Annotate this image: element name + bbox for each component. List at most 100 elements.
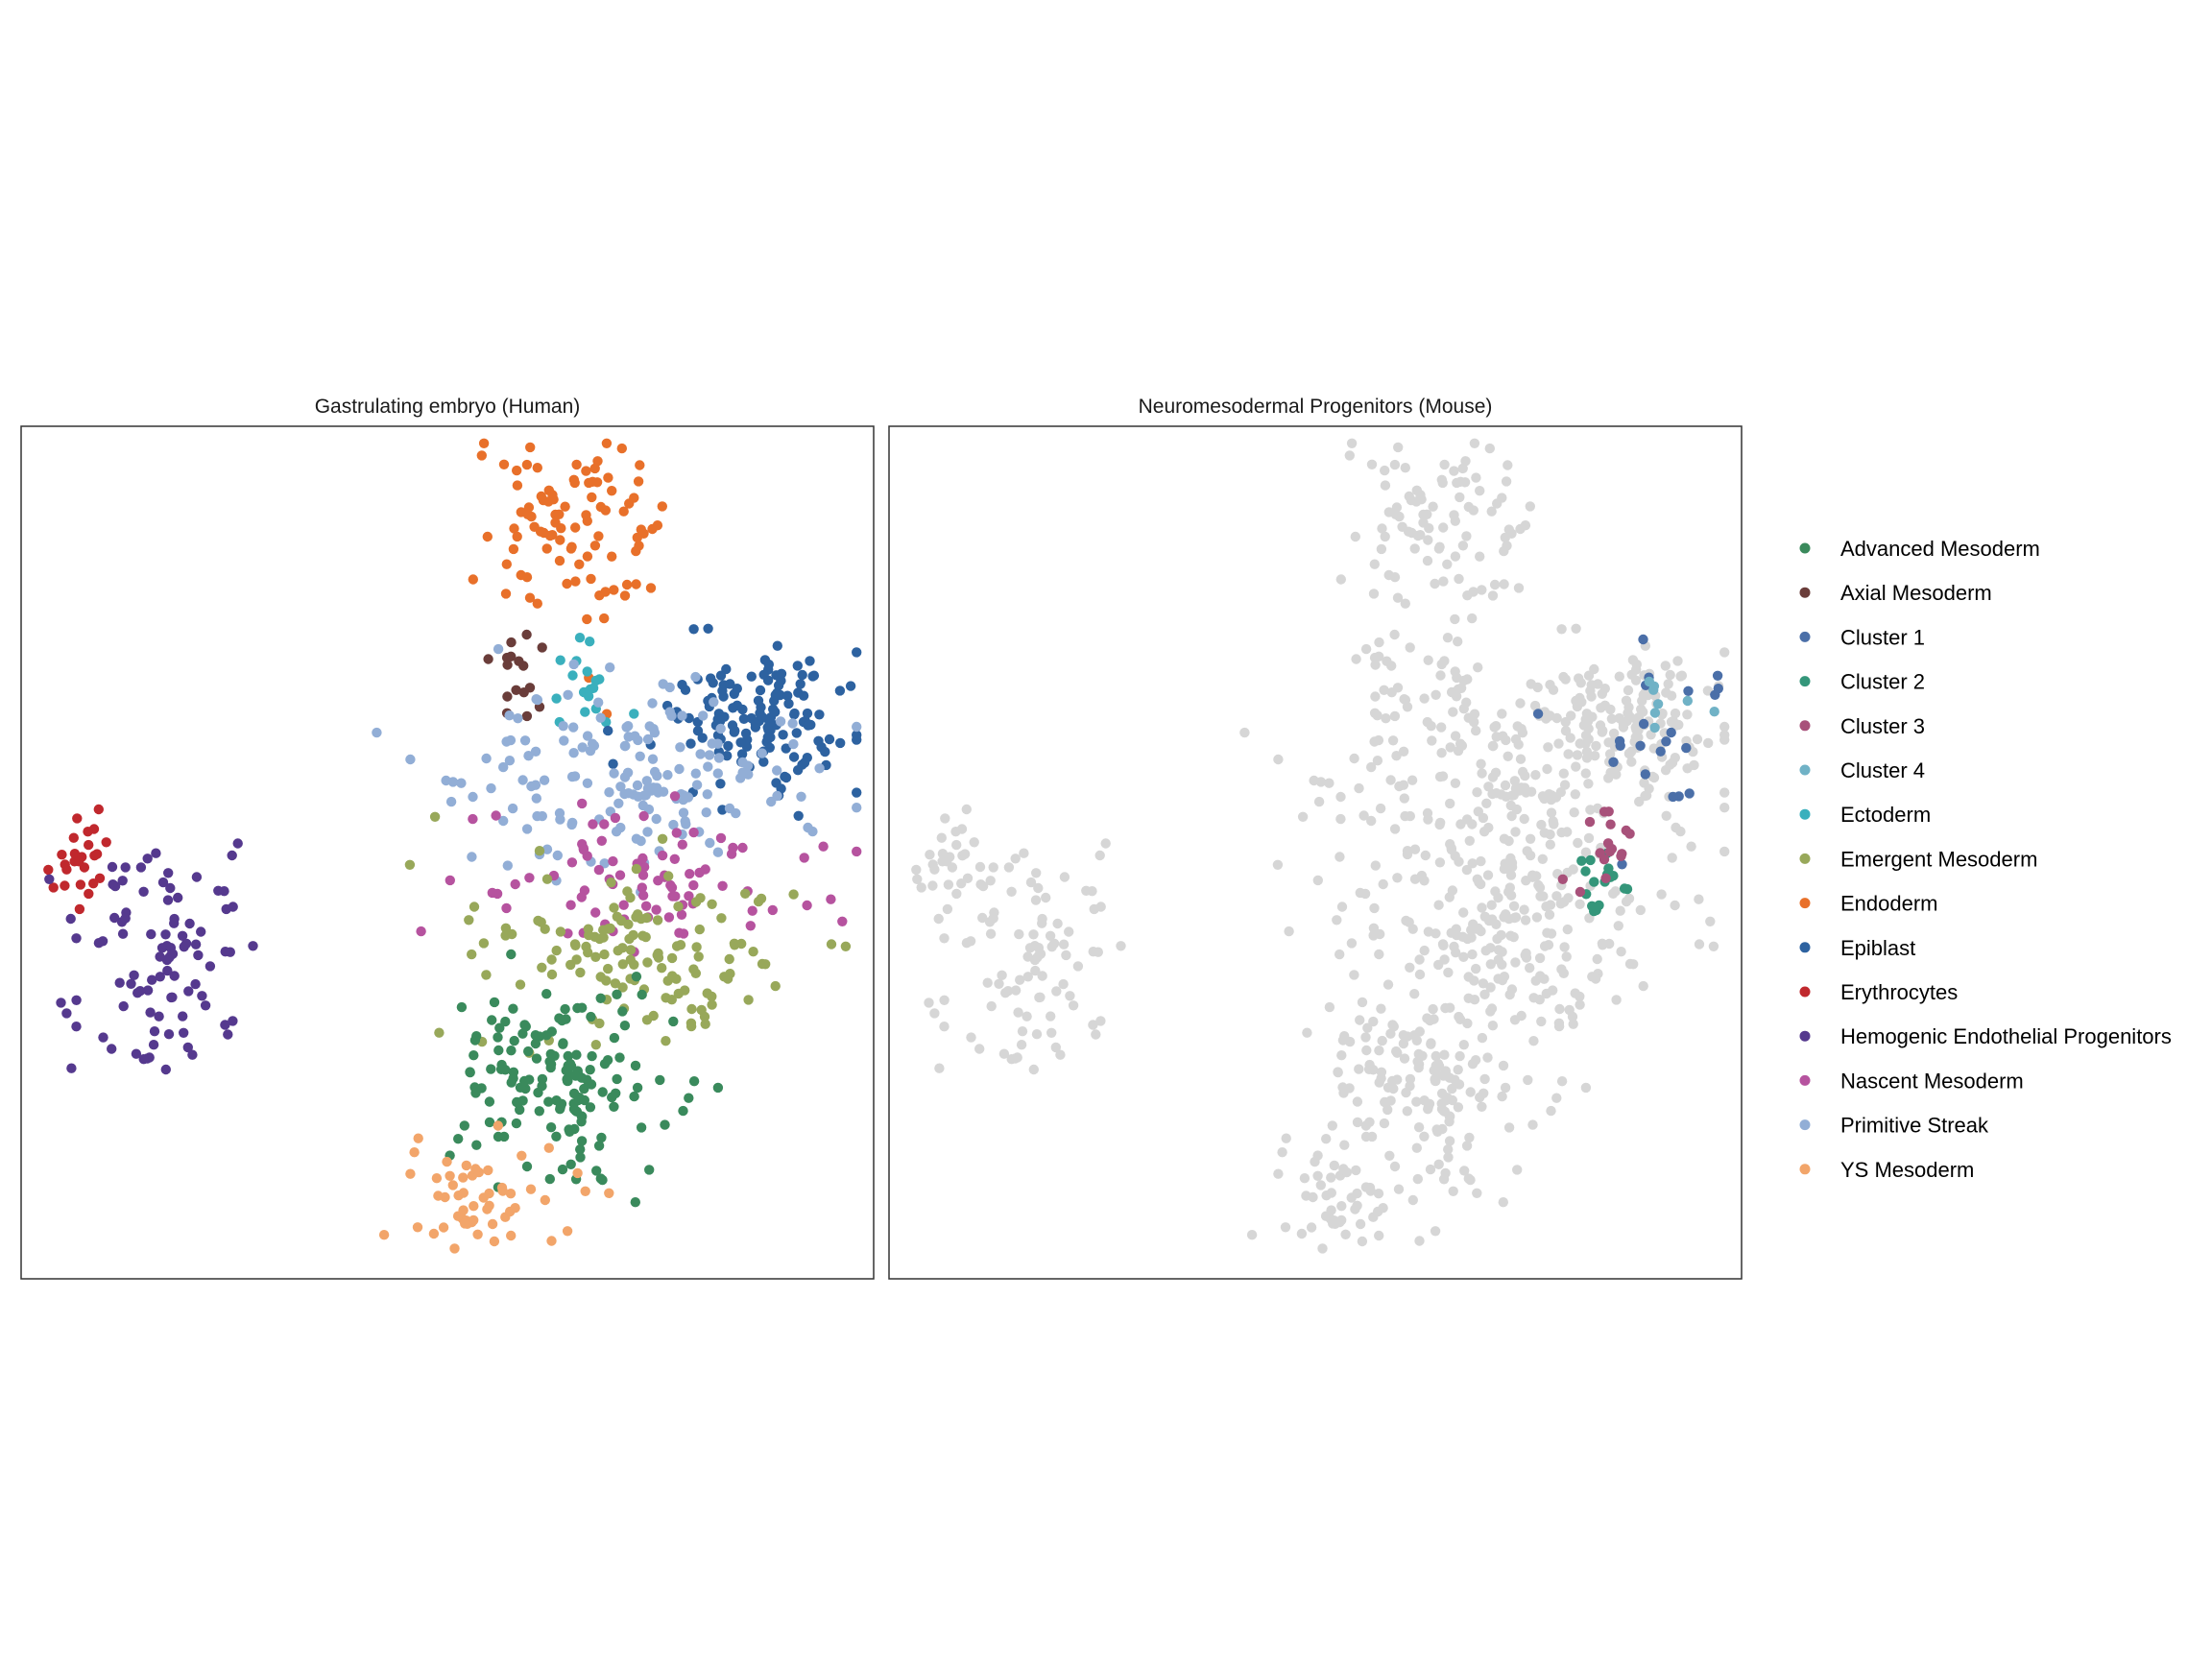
point-background xyxy=(1626,757,1637,767)
point-advanced-mesoderm xyxy=(494,1022,505,1033)
point-background xyxy=(1459,1166,1470,1176)
point-background xyxy=(1391,1046,1402,1057)
point-advanced-mesoderm xyxy=(557,1015,567,1026)
point-cluster-1 xyxy=(1661,736,1671,747)
point-background xyxy=(1505,853,1516,864)
point-background xyxy=(1381,713,1391,724)
point-hemogenic-endothelial-progenitors xyxy=(167,949,179,959)
point-background xyxy=(1665,669,1675,681)
point-hemogenic-endothelial-progenitors xyxy=(180,938,192,949)
point-cluster-1 xyxy=(1655,746,1666,757)
point-background xyxy=(1017,1026,1028,1037)
point-background xyxy=(1509,1015,1521,1025)
point-emergent-mesoderm xyxy=(617,959,628,970)
point-background xyxy=(1437,477,1448,489)
point-advanced-mesoderm xyxy=(644,1165,655,1175)
point-background xyxy=(1423,655,1433,665)
point-advanced-mesoderm xyxy=(684,1093,694,1103)
point-background xyxy=(1335,574,1347,585)
point-nascent-mesoderm xyxy=(578,844,589,855)
point-endoderm xyxy=(566,541,577,552)
point-background xyxy=(1541,902,1551,912)
point-background xyxy=(1425,1015,1435,1026)
point-advanced-mesoderm xyxy=(591,1166,602,1176)
point-advanced-mesoderm xyxy=(523,1046,534,1057)
point-background xyxy=(1438,940,1449,950)
point-emergent-mesoderm xyxy=(546,954,557,965)
point-ys-mesoderm xyxy=(470,1164,481,1174)
point-epiblast xyxy=(824,733,835,745)
point-background xyxy=(1352,1188,1362,1199)
point-background xyxy=(1537,791,1549,802)
point-background xyxy=(1328,1218,1338,1229)
point-cluster-3 xyxy=(1604,846,1616,857)
point-background xyxy=(1370,860,1382,871)
point-endoderm xyxy=(638,528,649,539)
point-background xyxy=(1472,1188,1482,1199)
point-ys-mesoderm xyxy=(487,1218,498,1230)
point-advanced-mesoderm xyxy=(655,1074,665,1086)
point-background xyxy=(1022,1011,1032,1022)
legend-label: Axial Mesoderm xyxy=(1840,581,1992,605)
point-background xyxy=(1447,1094,1458,1106)
point-background xyxy=(1508,901,1520,911)
point-background xyxy=(1608,728,1620,739)
point-epiblast xyxy=(758,757,769,767)
point-cluster-4 xyxy=(1649,708,1661,718)
point-epiblast xyxy=(802,708,813,719)
point-background xyxy=(1580,768,1592,779)
point-ys-mesoderm xyxy=(483,1165,493,1176)
point-primitive-streak xyxy=(568,748,579,758)
legend-key-nascent-mesoderm xyxy=(1799,1074,1811,1086)
point-background xyxy=(1498,731,1508,741)
point-background xyxy=(1450,778,1461,788)
point-background xyxy=(951,888,962,900)
point-nascent-mesoderm xyxy=(669,854,680,864)
point-emergent-mesoderm xyxy=(641,912,652,924)
point-background xyxy=(1434,541,1445,552)
point-background xyxy=(1346,938,1358,949)
point-cluster-4 xyxy=(1648,685,1659,695)
point-background xyxy=(939,995,950,1006)
point-advanced-mesoderm xyxy=(563,1050,573,1062)
point-background xyxy=(1028,929,1039,940)
legend-key-cluster-2 xyxy=(1799,676,1811,687)
point-background xyxy=(1580,847,1592,857)
point-emergent-mesoderm xyxy=(685,1021,697,1032)
point-primitive-streak xyxy=(715,723,726,734)
point-background xyxy=(1547,790,1557,801)
point-endoderm xyxy=(592,456,603,467)
point-advanced-mesoderm xyxy=(508,1003,518,1014)
point-background xyxy=(1480,946,1491,956)
point-background xyxy=(1545,710,1555,721)
point-axial-mesoderm xyxy=(521,710,533,722)
point-primitive-streak xyxy=(649,728,661,738)
point-endoderm xyxy=(498,459,510,469)
point-background xyxy=(1372,756,1383,766)
point-advanced-mesoderm xyxy=(484,1117,495,1128)
point-background xyxy=(1483,781,1494,792)
point-emergent-mesoderm xyxy=(724,953,734,965)
point-endoderm xyxy=(508,543,519,555)
point-primitive-streak xyxy=(593,697,604,708)
legend-key-advanced-mesoderm xyxy=(1799,542,1811,554)
point-background xyxy=(1463,501,1475,513)
point-background xyxy=(1624,958,1636,970)
point-primitive-streak xyxy=(539,775,550,785)
point-background xyxy=(1025,877,1037,888)
point-background xyxy=(1031,868,1042,878)
point-background xyxy=(1413,1048,1425,1060)
point-endoderm xyxy=(512,531,522,542)
point-background xyxy=(1454,1011,1464,1022)
point-endoderm xyxy=(478,438,490,448)
point-cluster-3 xyxy=(1603,806,1614,817)
point-axial-mesoderm xyxy=(502,660,513,670)
point-ectoderm xyxy=(629,709,639,719)
point-epiblast xyxy=(773,680,784,691)
point-background xyxy=(933,913,944,925)
point-emergent-mesoderm xyxy=(603,924,613,934)
point-advanced-mesoderm xyxy=(506,1046,517,1056)
point-endoderm xyxy=(595,501,606,513)
point-background xyxy=(1694,939,1705,950)
point-advanced-mesoderm xyxy=(570,1105,581,1117)
